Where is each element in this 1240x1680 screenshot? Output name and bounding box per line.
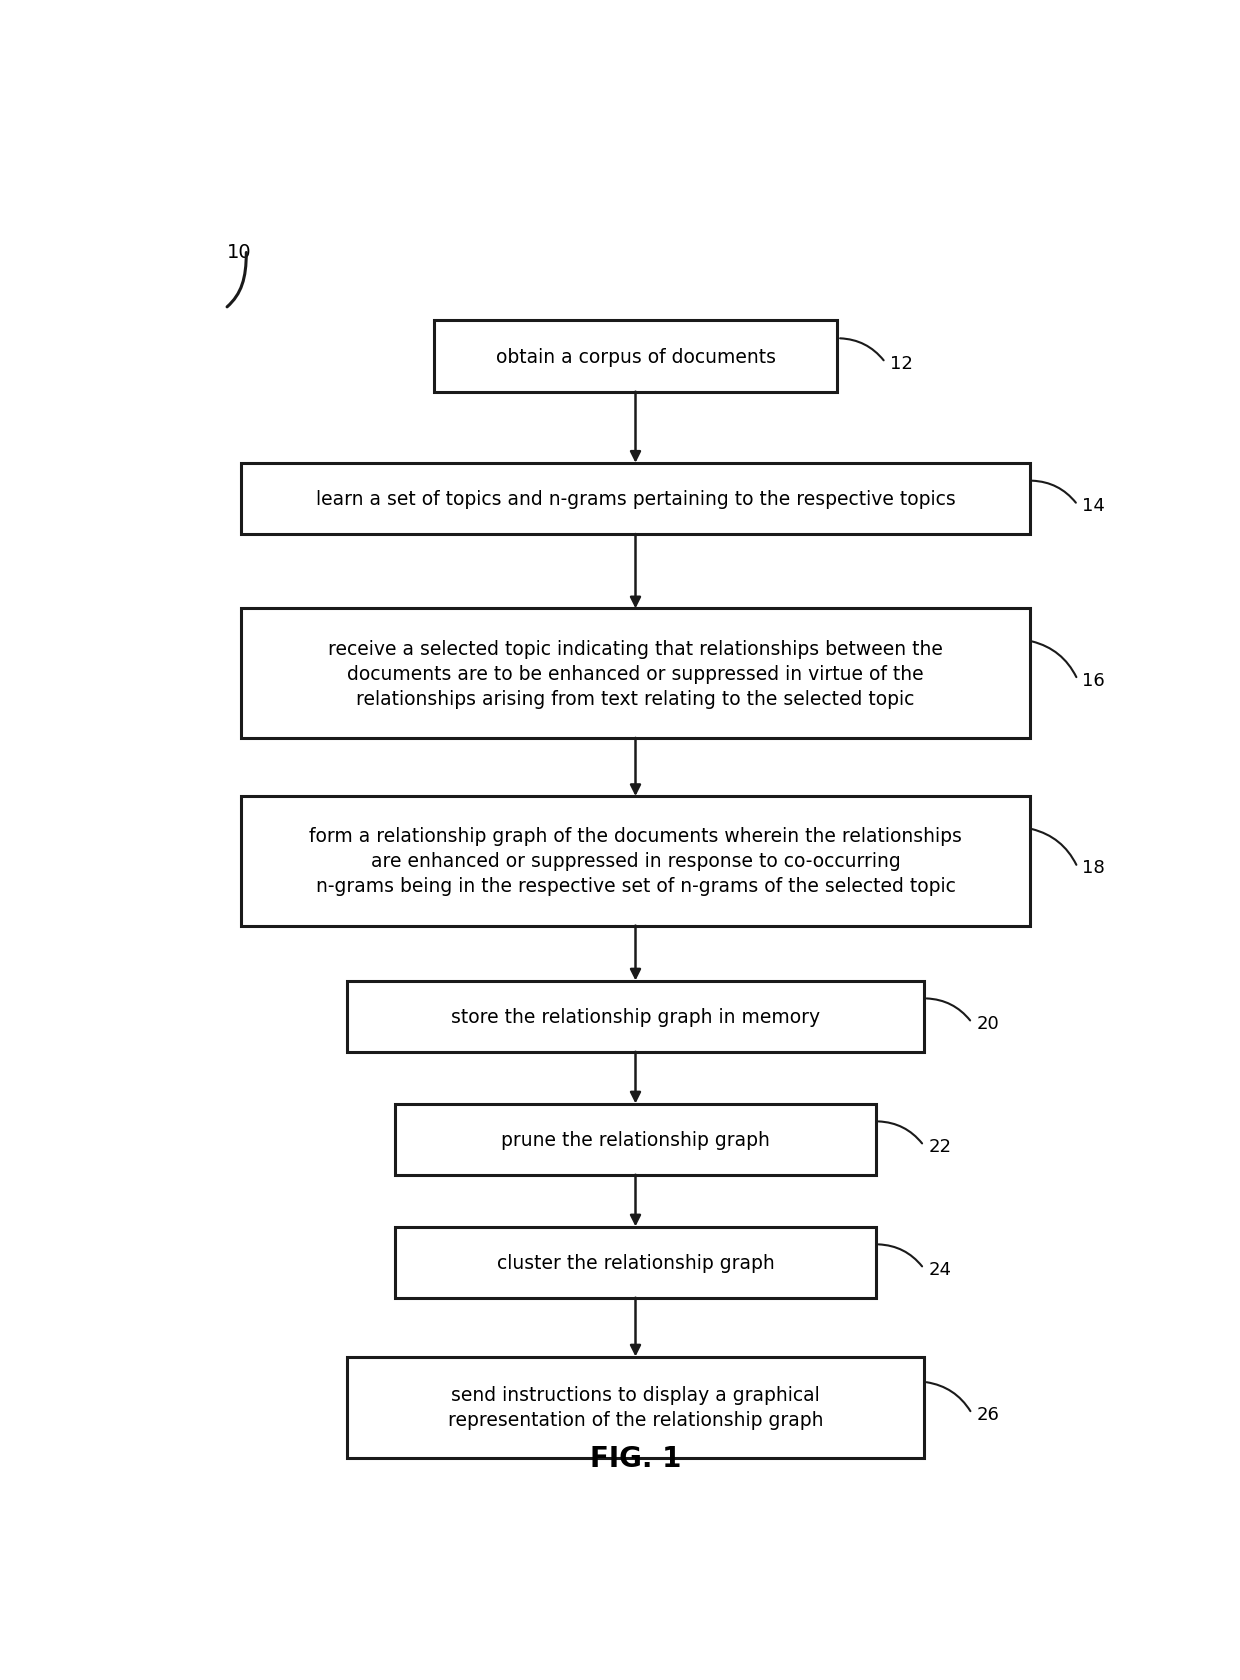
FancyBboxPatch shape [396, 1104, 875, 1174]
Text: 14: 14 [1083, 497, 1105, 514]
FancyBboxPatch shape [347, 1357, 924, 1458]
FancyBboxPatch shape [434, 321, 837, 393]
Text: 20: 20 [977, 1015, 999, 1032]
FancyBboxPatch shape [242, 796, 1029, 926]
Text: learn a set of topics and n-grams pertaining to the respective topics: learn a set of topics and n-grams pertai… [316, 489, 955, 509]
Text: 10: 10 [227, 244, 252, 262]
Text: 22: 22 [929, 1137, 951, 1154]
Text: prune the relationship graph: prune the relationship graph [501, 1131, 770, 1149]
Text: obtain a corpus of documents: obtain a corpus of documents [496, 348, 775, 366]
FancyBboxPatch shape [347, 981, 924, 1052]
Text: FIG. 1: FIG. 1 [590, 1443, 681, 1472]
Text: 12: 12 [890, 354, 913, 373]
FancyBboxPatch shape [242, 464, 1029, 534]
FancyBboxPatch shape [242, 610, 1029, 739]
Text: cluster the relationship graph: cluster the relationship graph [497, 1253, 774, 1272]
Text: store the relationship graph in memory: store the relationship graph in memory [451, 1006, 820, 1026]
Text: send instructions to display a graphical
representation of the relationship grap: send instructions to display a graphical… [448, 1386, 823, 1430]
Text: 24: 24 [929, 1260, 951, 1278]
Text: 26: 26 [977, 1404, 999, 1423]
Text: 18: 18 [1083, 858, 1105, 877]
Text: 16: 16 [1083, 672, 1105, 689]
Text: receive a selected topic indicating that relationships between the
documents are: receive a selected topic indicating that… [329, 640, 942, 709]
Text: form a relationship graph of the documents wherein the relationships
are enhance: form a relationship graph of the documen… [309, 827, 962, 895]
FancyBboxPatch shape [396, 1226, 875, 1299]
